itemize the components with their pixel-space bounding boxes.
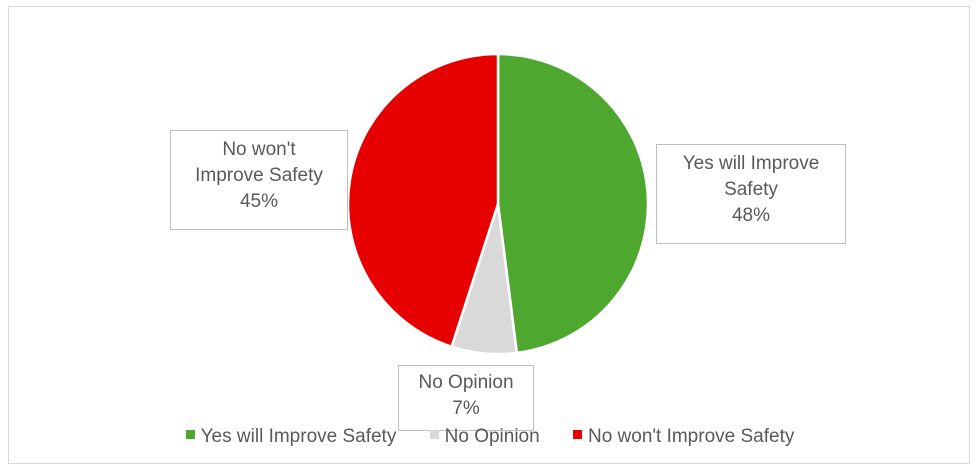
legend-swatch-yes — [185, 430, 195, 440]
callout-yes: Yes will Improve Safety 48% — [656, 144, 846, 244]
legend-item-no-opinion: No Opinion — [429, 426, 540, 448]
callout-yes-line2: Safety — [724, 179, 778, 200]
callout-noop-pct: 7% — [452, 398, 480, 419]
callout-noop-line1: No Opinion — [418, 372, 514, 393]
pie-slice-yes — [496, 52, 650, 355]
callout-yes-line1: Yes will Improve — [682, 153, 820, 174]
pie-slice-no — [346, 52, 500, 348]
legend-item-yes: Yes will Improve Safety — [185, 426, 397, 448]
legend-item-no: No won't Improve Safety — [572, 426, 795, 448]
legend-label-no: No won't Improve Safety — [587, 426, 795, 447]
callout-no: No won't Improve Safety 45% — [170, 130, 348, 230]
legend-swatch-no-opinion — [429, 430, 439, 440]
callout-no-line2: Improve Safety — [195, 165, 323, 186]
legend-swatch-no — [572, 430, 582, 440]
legend-label-no-opinion: No Opinion — [444, 426, 540, 447]
legend-label-yes: Yes will Improve Safety — [200, 426, 397, 447]
callout-no-opinion: No Opinion 7% — [398, 365, 534, 431]
legend: Yes will Improve Safety No Opinion No wo… — [0, 426, 980, 448]
callout-no-pct: 45% — [239, 191, 279, 212]
callout-no-line1: No won't — [222, 139, 296, 160]
callout-yes-pct: 48% — [731, 205, 771, 226]
